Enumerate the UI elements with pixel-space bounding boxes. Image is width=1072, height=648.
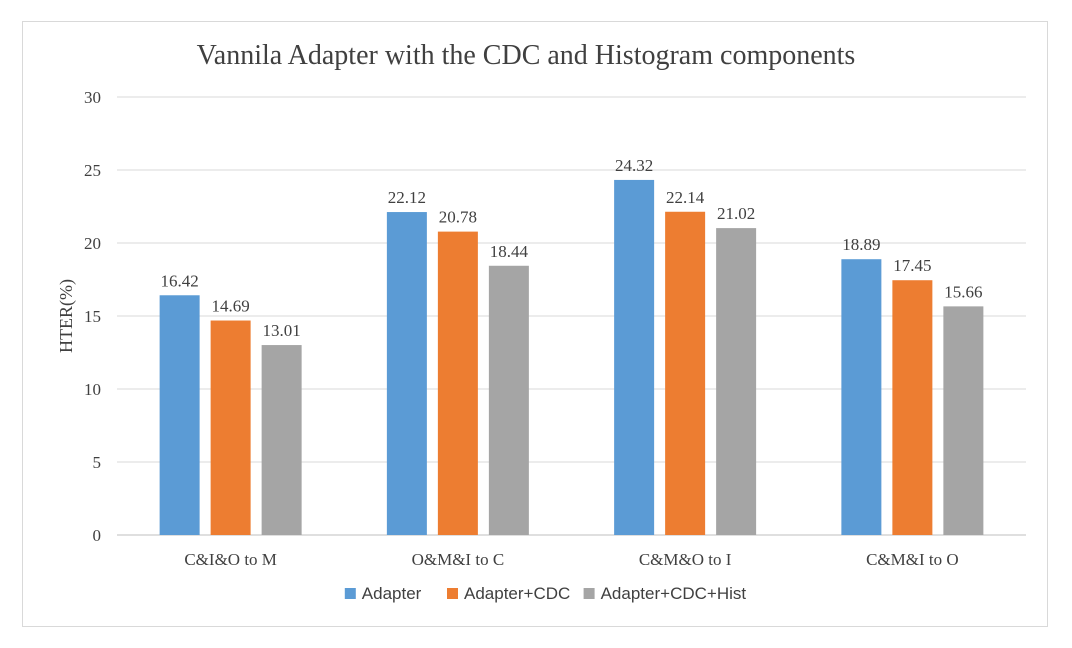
- x-category-label: C&M&O to I: [639, 550, 732, 569]
- bar: [386, 212, 427, 535]
- x-category-label: C&M&I to O: [866, 550, 959, 569]
- y-tick-label: 15: [84, 307, 101, 326]
- legend-label: Adapter+CDC+Hist: [601, 584, 747, 603]
- bar: [261, 345, 302, 535]
- x-axis-categories: C&I&O to M O&M&I to C C&M&O to I C&M&I to O: [184, 550, 958, 569]
- data-label: 22.12: [388, 188, 426, 207]
- data-label: 15.66: [944, 282, 982, 301]
- bar: [614, 179, 655, 536]
- data-label: 18.89: [842, 235, 880, 254]
- y-tick-label: 30: [84, 88, 101, 107]
- y-tick-label: 25: [84, 161, 101, 180]
- legend-swatch: [583, 588, 595, 599]
- y-tick-label: 0: [93, 526, 102, 545]
- bars: [159, 179, 984, 536]
- y-axis-ticks: 0 5 10 15 20 25 30: [84, 88, 101, 545]
- data-label: 21.02: [717, 204, 755, 223]
- x-category-label: O&M&I to C: [412, 550, 505, 569]
- data-label: 16.42: [161, 271, 199, 290]
- bar: [437, 231, 478, 535]
- bar: [716, 228, 757, 535]
- data-labels: 16.42 14.69 13.01 22.12 20.78 18.44 24.32 22.14…: [161, 156, 983, 340]
- bar: [841, 259, 882, 535]
- bar: [210, 320, 251, 535]
- data-label: 17.45: [893, 256, 931, 275]
- legend-label: Adapter+CDC: [464, 584, 570, 603]
- data-label: 14.69: [212, 297, 250, 316]
- y-tick-label: 5: [93, 453, 102, 472]
- bar: [159, 295, 200, 535]
- y-axis-label: HTER(%): [56, 279, 77, 353]
- legend-swatch: [447, 588, 458, 599]
- bar: [943, 306, 984, 535]
- y-tick-label: 10: [84, 380, 101, 399]
- data-label: 13.01: [263, 321, 301, 340]
- legend-swatch: [344, 588, 356, 599]
- gridlines: [117, 96, 1026, 536]
- x-category-label: C&I&O to M: [184, 550, 277, 569]
- data-label: 18.44: [490, 242, 529, 261]
- legend: Adapter Adapter+CDC Adapter+CDC+Hist: [344, 584, 747, 603]
- bar: [488, 265, 529, 535]
- data-label: 20.78: [439, 208, 477, 227]
- y-tick-label: 20: [84, 234, 101, 253]
- chart-title: Vannila Adapter with the CDC and Histogr…: [197, 40, 856, 71]
- data-label: 22.14: [666, 188, 705, 207]
- legend-label: Adapter: [362, 584, 422, 603]
- bar: [892, 280, 933, 535]
- data-label: 24.32: [615, 156, 653, 175]
- bar: [665, 211, 706, 536]
